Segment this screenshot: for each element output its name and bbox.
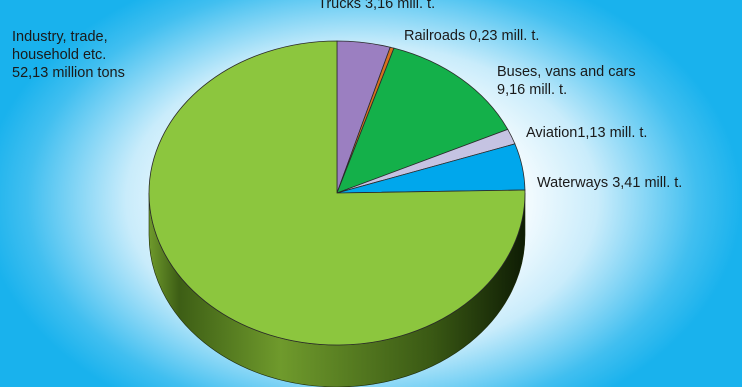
label-buses-line-1: Buses, vans and cars: [497, 64, 636, 80]
label-buses: Buses, vans and cars 9,16 mill. t.: [497, 63, 636, 99]
label-industry-line-1: Industry, trade,: [12, 29, 108, 45]
slice-buses: [336, 47, 509, 194]
label-buses-line-2: 9,16 mill. t.: [497, 82, 568, 98]
slice-industry: [148, 40, 526, 346]
label-waterways: Waterways 3,41 mill. t.: [537, 175, 683, 191]
label-aviation: Aviation1,13 mill. t.: [526, 125, 648, 141]
label-industry-line-2: household etc.: [12, 47, 107, 63]
label-industry: Industry, trade, household etc. 52,13 mi…: [12, 28, 125, 82]
label-trucks: Trucks 3,16 mill. t.: [318, 0, 436, 12]
label-industry-line-3: 52,13 million tons: [12, 65, 125, 81]
label-railroads: Railroads 0,23 mill. t.: [404, 28, 540, 44]
